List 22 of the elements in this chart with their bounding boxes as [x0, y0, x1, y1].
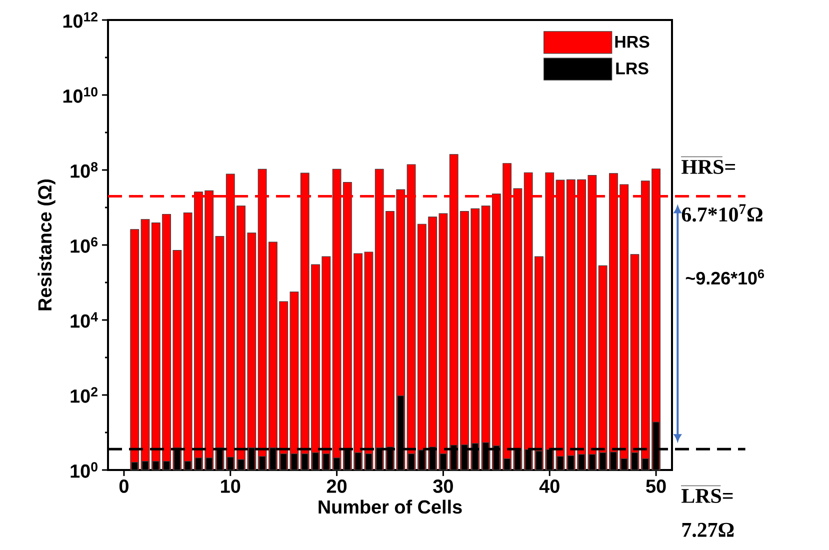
y-tick-label: 10$^{0}$: [70, 462, 98, 478]
text: LRS=: [682, 488, 733, 504]
y-tick-label: 10$^{8}$: [70, 162, 98, 178]
x-tick-label: 20: [326, 479, 347, 493]
y-axis-title: Resistance (Ω): [38, 179, 56, 310]
x-tick-label: 0: [119, 479, 128, 493]
y-tick-label: 10$^{6}$: [70, 237, 98, 253]
x-tick-label: 40: [539, 479, 560, 493]
text: 7.27Ω: [682, 522, 734, 538]
legend-label: LRS: [616, 62, 648, 74]
text: HRS=: [682, 160, 735, 174]
y-tick-label: 10$^{4}$: [70, 312, 98, 328]
x-tick-label: 30: [433, 479, 453, 493]
x-tick-label: 50: [646, 479, 666, 493]
legend-label: HRS: [615, 36, 650, 48]
y-tick-label: 10$^{10}$: [63, 87, 98, 103]
x-tick-label: 10: [221, 479, 240, 493]
y-tick-label: 10$^{12}$: [63, 12, 98, 28]
text: ~9.26*10$^{6}$: [686, 269, 764, 285]
x-axis-title: Number of Cells: [318, 500, 462, 514]
text: 6.7*10$^{7}$Ω: [682, 204, 762, 222]
y-tick-label: 10$^{2}$: [70, 387, 98, 403]
